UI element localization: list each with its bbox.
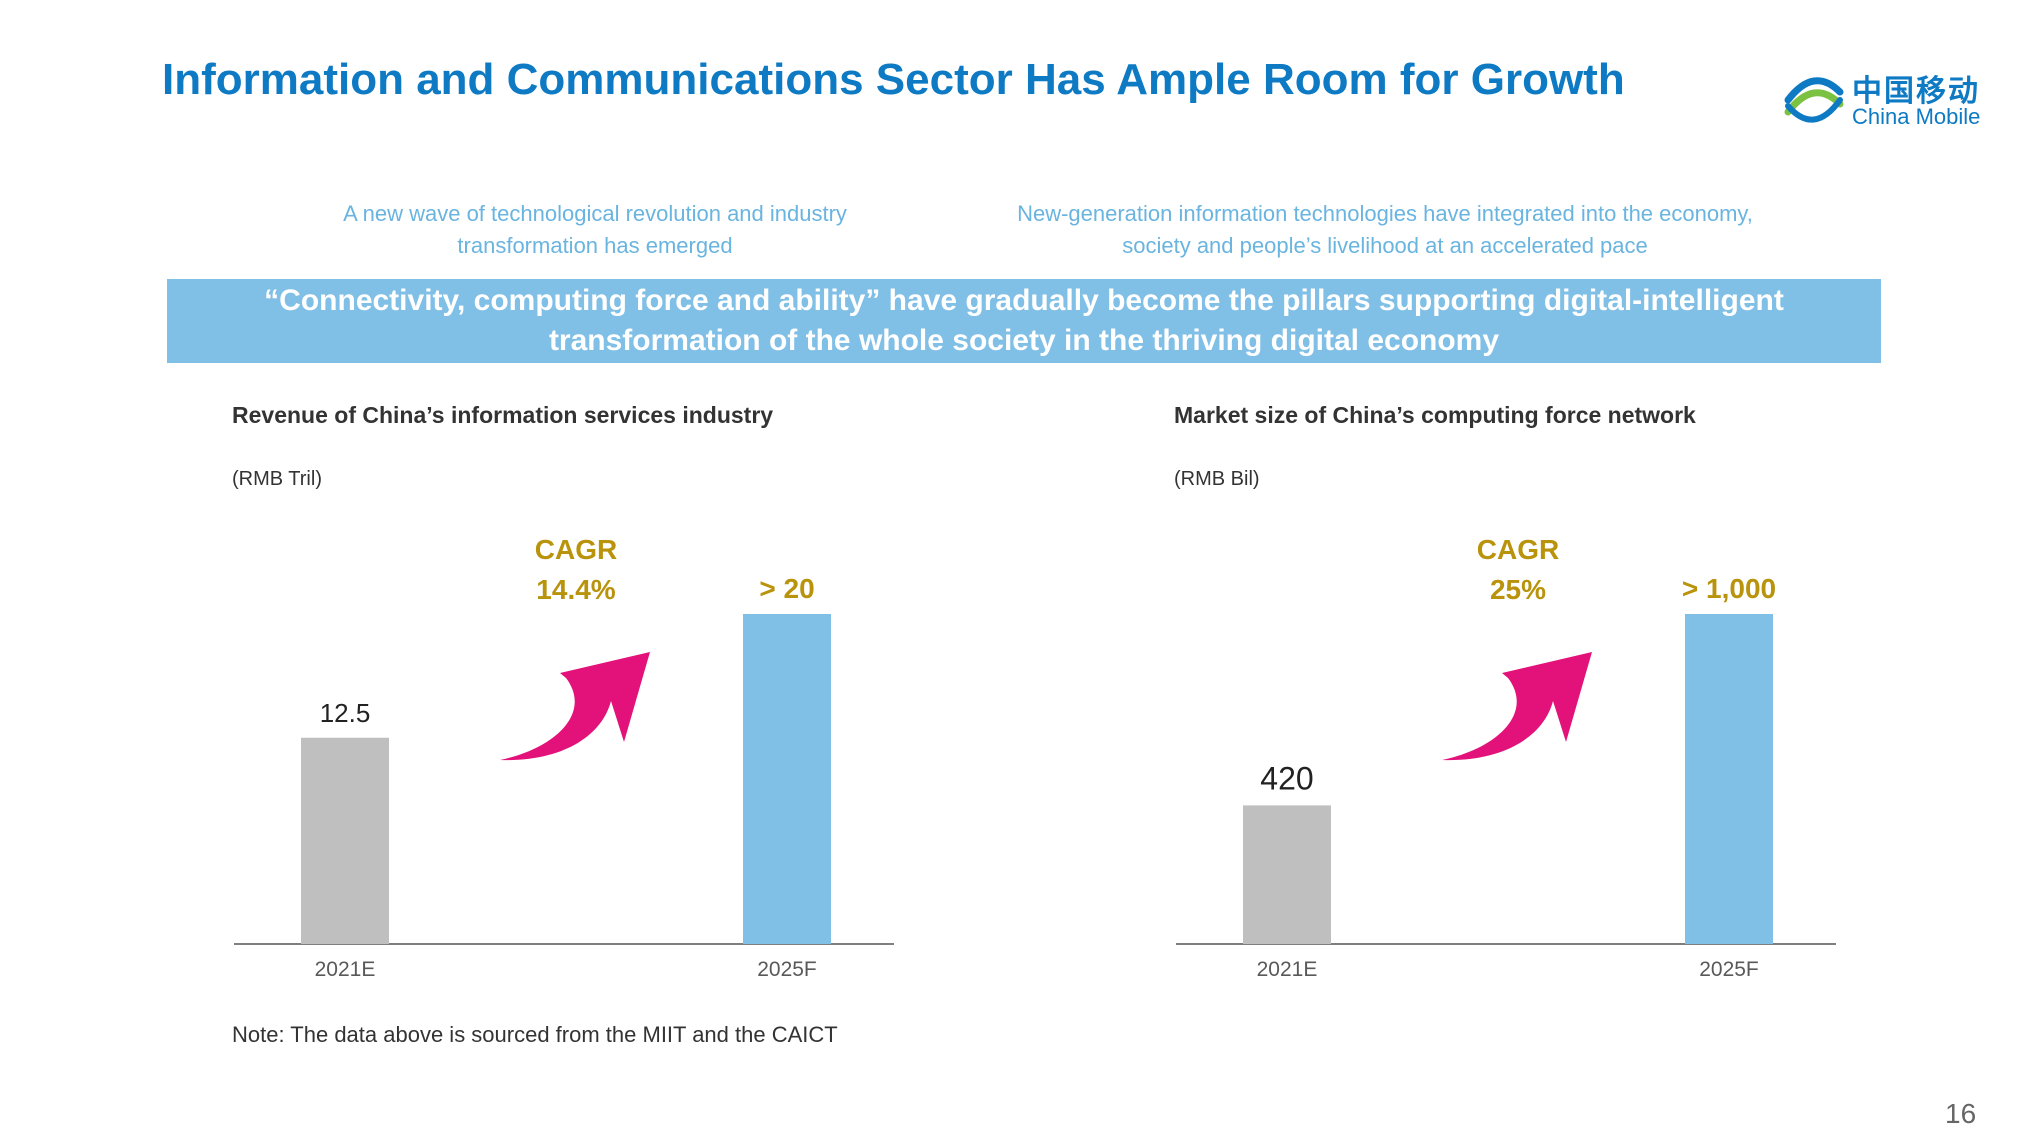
cagr-label: CAGR <box>1477 534 1559 565</box>
x-tick-label: 2021E <box>1257 958 1318 981</box>
growth-arrow-icon <box>500 652 650 761</box>
chart-title-right: Market size of China’s computing force n… <box>1174 402 1696 428</box>
source-note: Note: The data above is sourced from the… <box>232 1022 838 1047</box>
x-tick-label: 2025F <box>757 958 817 981</box>
bar-2021E <box>1243 805 1331 944</box>
data-label-2021E: 12.5 <box>320 698 371 728</box>
data-label-2021E: 420 <box>1260 760 1313 796</box>
page-number: 16 <box>1945 1098 1977 1129</box>
cagr-label: CAGR <box>535 534 617 565</box>
bar-2021E <box>301 737 389 944</box>
chart-unit-right: (RMB Bil) <box>1174 468 1260 490</box>
subtitle-left: A new wave of technological revolution a… <box>343 201 847 258</box>
x-tick-label: 2021E <box>315 958 376 981</box>
growth-arrow-icon <box>1442 652 1592 761</box>
chart-title-left: Revenue of China’s information services … <box>232 402 774 428</box>
china-mobile-logo-icon <box>1784 77 1844 123</box>
cagr-value: 14.4% <box>536 574 615 605</box>
data-label-2025F: > 1,000 <box>1682 573 1776 604</box>
logo-text-cn: 中国移动 <box>1852 74 1980 109</box>
chart-unit-left: (RMB Tril) <box>232 468 322 490</box>
x-tick-label: 2025F <box>1699 958 1759 981</box>
bar-2025F <box>1685 614 1773 944</box>
banner: “Connectivity, computing force and abili… <box>167 279 1881 363</box>
subtitle-right: New-generation information technologies … <box>1017 201 1753 258</box>
logo-text-en: China Mobile <box>1852 104 1981 129</box>
bar-2025F <box>743 614 831 944</box>
cagr-value: 25% <box>1490 574 1546 605</box>
data-label-2025F: > 20 <box>759 573 814 604</box>
page-title: Information and Communications Sector Ha… <box>162 55 1625 104</box>
chart-left: 12.5 2021E > 20 2025F CAGR 14.4% <box>234 534 894 981</box>
china-mobile-logo: 中国移动 China Mobile <box>1780 66 2000 136</box>
chart-right: 420 2021E > 1,000 2025F CAGR 25% <box>1176 534 1836 981</box>
